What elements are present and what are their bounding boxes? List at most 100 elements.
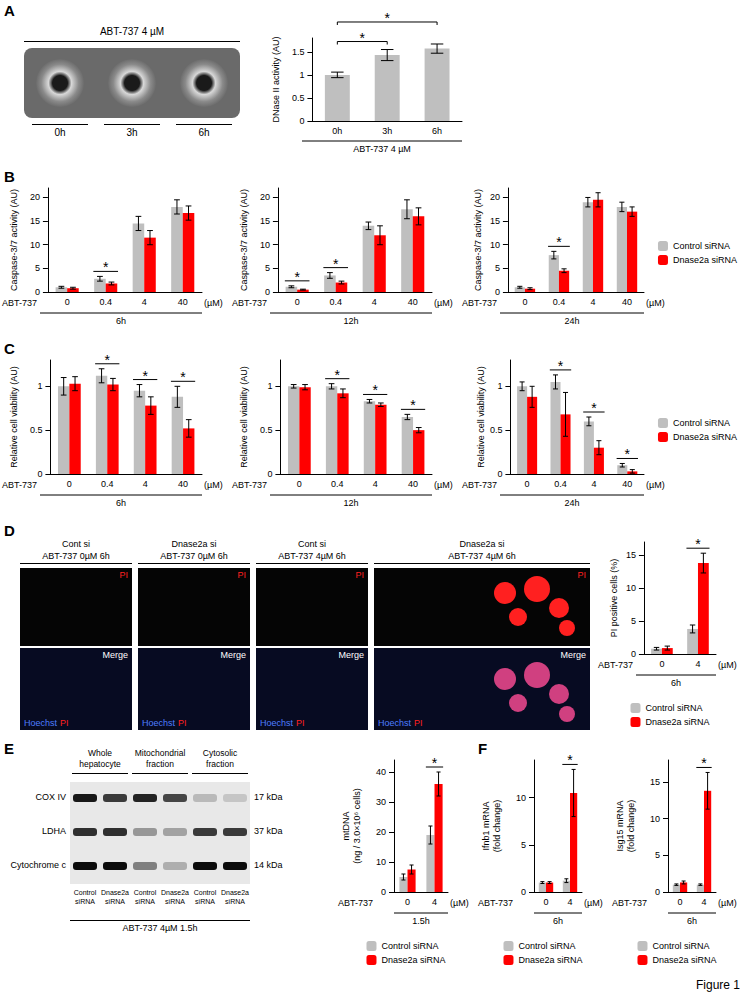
svg-text:Dnase2a siRNA: Dnase2a siRNA xyxy=(673,432,737,442)
svg-text:6h: 6h xyxy=(553,916,563,926)
svg-text:10: 10 xyxy=(490,240,500,250)
svg-text:15: 15 xyxy=(260,216,270,226)
svg-text:*: * xyxy=(103,259,109,275)
svg-text:(µM): (µM) xyxy=(204,480,223,490)
svg-text:Caspase-3/7 activity (AU): Caspase-3/7 activity (AU) xyxy=(9,189,19,291)
svg-text:ABT-737: ABT-737 xyxy=(338,898,373,908)
svg-text:Relative cell viability (AU): Relative cell viability (AU) xyxy=(239,366,249,468)
svg-text:0.4: 0.4 xyxy=(331,479,344,489)
svg-text:Control siRNA: Control siRNA xyxy=(645,703,702,713)
svg-text:0.4: 0.4 xyxy=(554,479,567,489)
svg-text:0.4: 0.4 xyxy=(101,479,114,489)
svg-text:PI positive cells (%): PI positive cells (%) xyxy=(609,559,619,638)
svg-text:*: * xyxy=(556,234,562,250)
svg-text:Relative cell viability (AU): Relative cell viability (AU) xyxy=(476,366,486,468)
svg-text:0.5: 0.5 xyxy=(292,93,305,103)
svg-text:*: * xyxy=(701,755,707,771)
svg-text:15: 15 xyxy=(650,777,660,787)
svg-text:Dnase2a siRNA: Dnase2a siRNA xyxy=(645,717,709,727)
svg-text:0.4: 0.4 xyxy=(99,297,112,307)
svg-text:0: 0 xyxy=(525,479,530,489)
svg-text:*: * xyxy=(625,446,631,462)
svg-text:Dnase2a siRNA: Dnase2a siRNA xyxy=(652,955,716,965)
svg-text:4: 4 xyxy=(143,479,148,489)
svg-text:20: 20 xyxy=(376,827,386,837)
svg-text:(µM): (µM) xyxy=(646,480,665,490)
svg-text:(µM): (µM) xyxy=(204,298,223,308)
svg-text:6h: 6h xyxy=(687,916,697,926)
svg-text:1: 1 xyxy=(497,381,502,391)
svg-text:40: 40 xyxy=(376,767,386,777)
svg-text:*: * xyxy=(335,367,341,383)
svg-text:Control siRNA: Control siRNA xyxy=(381,941,438,951)
svg-text:Control siRNA: Control siRNA xyxy=(652,941,709,951)
svg-text:(µM): (µM) xyxy=(434,298,453,308)
svg-text:0.4: 0.4 xyxy=(553,297,566,307)
svg-text:(ng / 3.0×10⁶ cells): (ng / 3.0×10⁶ cells) xyxy=(352,788,362,864)
svg-text:40: 40 xyxy=(408,479,418,489)
svg-text:40: 40 xyxy=(622,479,632,489)
svg-text:0: 0 xyxy=(267,469,272,479)
svg-text:0: 0 xyxy=(35,287,40,297)
svg-text:0.5: 0.5 xyxy=(490,425,503,435)
svg-text:ABT-737: ABT-737 xyxy=(2,480,37,490)
svg-text:0: 0 xyxy=(631,649,636,659)
svg-text:(µM): (µM) xyxy=(434,480,453,490)
svg-text:10: 10 xyxy=(376,857,386,867)
svg-text:0.4: 0.4 xyxy=(329,297,342,307)
svg-text:(fold change): (fold change) xyxy=(626,800,636,853)
svg-text:5: 5 xyxy=(521,840,526,850)
svg-text:1.5: 1.5 xyxy=(292,47,305,57)
svg-text:(µM): (µM) xyxy=(646,298,665,308)
svg-text:*: * xyxy=(372,382,378,398)
svg-text:10: 10 xyxy=(650,814,660,824)
svg-text:0: 0 xyxy=(67,479,72,489)
svg-text:15: 15 xyxy=(30,216,40,226)
svg-text:*: * xyxy=(410,397,416,413)
svg-text:0.5: 0.5 xyxy=(260,425,273,435)
svg-text:*: * xyxy=(558,358,564,374)
svg-text:0: 0 xyxy=(659,659,664,669)
svg-text:*: * xyxy=(695,536,701,552)
svg-text:3h: 3h xyxy=(382,126,392,136)
svg-text:0: 0 xyxy=(381,887,386,897)
svg-text:4: 4 xyxy=(142,297,147,307)
svg-text:4: 4 xyxy=(591,479,596,489)
svg-text:(fold change): (fold change) xyxy=(492,800,502,853)
svg-text:6h: 6h xyxy=(116,316,126,326)
svg-text:0: 0 xyxy=(299,116,304,126)
svg-text:Isg15 mRNA: Isg15 mRNA xyxy=(615,800,625,851)
svg-text:0: 0 xyxy=(543,897,548,907)
svg-text:10: 10 xyxy=(260,240,270,250)
svg-text:15: 15 xyxy=(490,216,500,226)
svg-text:4: 4 xyxy=(695,659,700,669)
svg-text:12h: 12h xyxy=(343,498,358,508)
svg-text:ABT-737: ABT-737 xyxy=(232,480,267,490)
svg-text:20: 20 xyxy=(260,192,270,202)
svg-text:*: * xyxy=(294,269,300,285)
svg-text:0: 0 xyxy=(295,297,300,307)
svg-text:0: 0 xyxy=(297,479,302,489)
svg-text:ABT-737: ABT-737 xyxy=(598,660,633,670)
svg-text:Dnase2a siRNA: Dnase2a siRNA xyxy=(381,955,445,965)
svg-text:40: 40 xyxy=(178,297,188,307)
svg-text:Caspase-3/7 activity (AU): Caspase-3/7 activity (AU) xyxy=(473,189,483,291)
svg-text:ABT-737: ABT-737 xyxy=(612,898,647,908)
svg-text:4: 4 xyxy=(567,897,572,907)
svg-text:*: * xyxy=(333,256,339,272)
svg-text:6h: 6h xyxy=(671,678,681,688)
svg-text:4: 4 xyxy=(432,897,437,907)
svg-text:ABT-737: ABT-737 xyxy=(462,480,497,490)
svg-text:10: 10 xyxy=(30,240,40,250)
svg-text:20: 20 xyxy=(490,192,500,202)
svg-text:Relative cell viability (AU): Relative cell viability (AU) xyxy=(9,366,19,468)
svg-text:ABT-737: ABT-737 xyxy=(2,298,37,308)
svg-text:*: * xyxy=(432,755,438,771)
svg-text:ABT-737: ABT-737 xyxy=(462,298,497,308)
svg-text:Dnase2a siRNA: Dnase2a siRNA xyxy=(518,955,582,965)
svg-text:*: * xyxy=(567,752,573,768)
svg-text:Ifnb1 mRNA: Ifnb1 mRNA xyxy=(481,801,491,850)
svg-text:Control siRNA: Control siRNA xyxy=(673,418,730,428)
svg-text:1: 1 xyxy=(299,70,304,80)
svg-text:0: 0 xyxy=(521,887,526,897)
